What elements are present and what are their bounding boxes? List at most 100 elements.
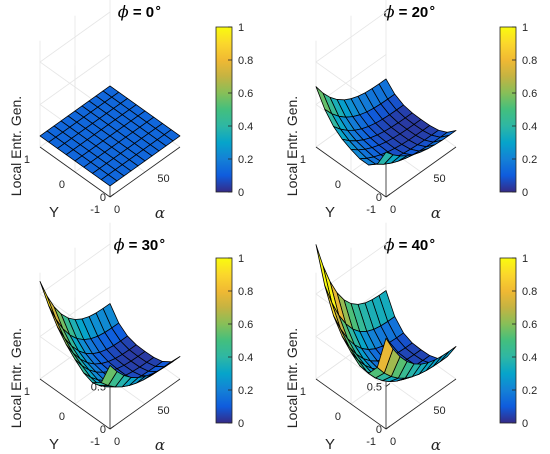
title-value: = 40: [394, 237, 428, 254]
y-tick-label: 0: [335, 411, 341, 423]
colorbar-tick-label: 0.6: [238, 88, 253, 100]
surface-patch: [376, 337, 394, 374]
title-symbol: ϕ: [384, 235, 395, 254]
y-axis-label: Y: [325, 436, 335, 453]
y-tick-label: 0: [59, 179, 65, 191]
surface: [39, 281, 181, 388]
colorbar-tick-label: 1: [238, 253, 244, 265]
y-axis: [39, 146, 111, 198]
title-symbol: ϕ: [118, 2, 129, 21]
surface-patch: [46, 295, 64, 330]
colorbar-tick-label: 0.4: [522, 121, 537, 133]
colorbar-tick-label: 0.8: [522, 55, 537, 67]
colorbar-tick-label: 1: [522, 253, 528, 265]
surface: [315, 78, 457, 166]
alpha-tick-label: 0: [390, 204, 396, 216]
z-gridline: [39, 11, 111, 113]
title-unit: ∘: [154, 0, 162, 15]
title-unit: ∘: [428, 233, 436, 248]
colorbar-tick-label: 0.8: [238, 55, 253, 67]
z-tick-mark: [385, 425, 391, 430]
alpha-tick-label: 50: [157, 405, 169, 417]
chart-title: ϕ = 30∘: [114, 233, 167, 254]
y-tick-label: -1: [366, 436, 376, 448]
colorbar-tick-label: 0.6: [522, 319, 537, 331]
colorbar-tick-label: 0: [238, 418, 244, 430]
z-axis-label: Local Entr. Gen.: [284, 328, 300, 428]
colorbar-tick-label: 0.6: [522, 88, 537, 100]
colorbar: [215, 257, 233, 424]
surface-patch: [315, 244, 333, 303]
colorbar-tick-label: 0.6: [238, 319, 253, 331]
z-axis-label: Local Entr. Gen.: [284, 96, 300, 196]
alpha-axis-label: α: [431, 436, 441, 454]
colorbar-tick-label: 0.4: [522, 352, 537, 364]
chart-title: ϕ = 0∘: [118, 0, 162, 21]
y-axis-label: Y: [49, 436, 59, 453]
z-tick-label: 0: [376, 424, 382, 436]
colorbar-tick-label: 0: [238, 187, 244, 199]
z-tick-label: 0: [100, 424, 106, 436]
title-symbol: ϕ: [114, 235, 125, 254]
chart-title: ϕ = 20∘: [384, 0, 437, 21]
y-axis-label: Y: [325, 204, 335, 221]
surface-patch: [100, 365, 118, 386]
alpha-axis: [109, 378, 181, 430]
alpha-tick-label: 50: [157, 173, 169, 185]
colorbar-tick-label: 0.2: [238, 154, 253, 166]
alpha-axis: [385, 378, 457, 430]
chart-title: ϕ = 40∘: [384, 233, 437, 254]
alpha-tick-label: 0: [114, 204, 120, 216]
colorbar-tick-label: 1: [522, 22, 528, 34]
y-tick-label: -1: [366, 204, 376, 216]
alpha-tick-label: 50: [433, 173, 445, 185]
y-axis: [39, 378, 111, 430]
z-tick-mark: [385, 383, 391, 387]
colorbar: [499, 257, 517, 424]
alpha-axis: [109, 146, 181, 198]
title-unit: ∘: [428, 0, 436, 15]
y-tick-label: -1: [90, 204, 100, 216]
colorbar-tick-label: 0.4: [238, 121, 253, 133]
z-axis-label: Local Entr. Gen.: [8, 328, 24, 428]
surface: [39, 85, 181, 187]
y-axis-label: Y: [49, 204, 59, 221]
z-tick-mark: [385, 193, 391, 198]
y-tick-label: -1: [90, 436, 100, 448]
z-tick-mark: [109, 193, 115, 198]
alpha-axis-label: α: [431, 204, 441, 222]
colorbar-tick-label: 0: [522, 187, 528, 199]
colorbar-tick-label: 1: [238, 22, 244, 34]
colorbar-tick-label: 0.2: [238, 385, 253, 397]
alpha-tick-label: 0: [390, 436, 396, 448]
z-tick-mark: [109, 425, 115, 430]
surface-patch: [376, 151, 394, 165]
colorbar-tick-label: 0.4: [238, 352, 253, 364]
alpha-axis-label: α: [155, 436, 165, 454]
colorbar-tick-label: 0.8: [522, 286, 537, 298]
y-tick-label: 1: [300, 154, 306, 166]
y-axis: [315, 146, 387, 198]
y-tick-label: 0: [335, 179, 341, 191]
title-value: = 20: [394, 4, 428, 21]
y-tick-label: 1: [24, 154, 30, 166]
title-symbol: ϕ: [384, 2, 395, 21]
y-tick-label: 0: [59, 411, 65, 423]
z-tick-label: 0: [376, 192, 382, 204]
z-axis-label: Local Entr. Gen.: [8, 96, 24, 196]
y-tick-label: 1: [24, 386, 30, 398]
alpha-axis-label: α: [155, 204, 165, 222]
colorbar-tick-label: 0.2: [522, 154, 537, 166]
y-axis: [315, 378, 387, 430]
title-value: = 0: [129, 4, 154, 21]
colorbar-tick-label: 0: [522, 418, 528, 430]
colorbar: [499, 26, 517, 193]
surface: [315, 244, 457, 383]
alpha-tick-label: 0: [114, 436, 120, 448]
y-tick-label: 1: [300, 386, 306, 398]
